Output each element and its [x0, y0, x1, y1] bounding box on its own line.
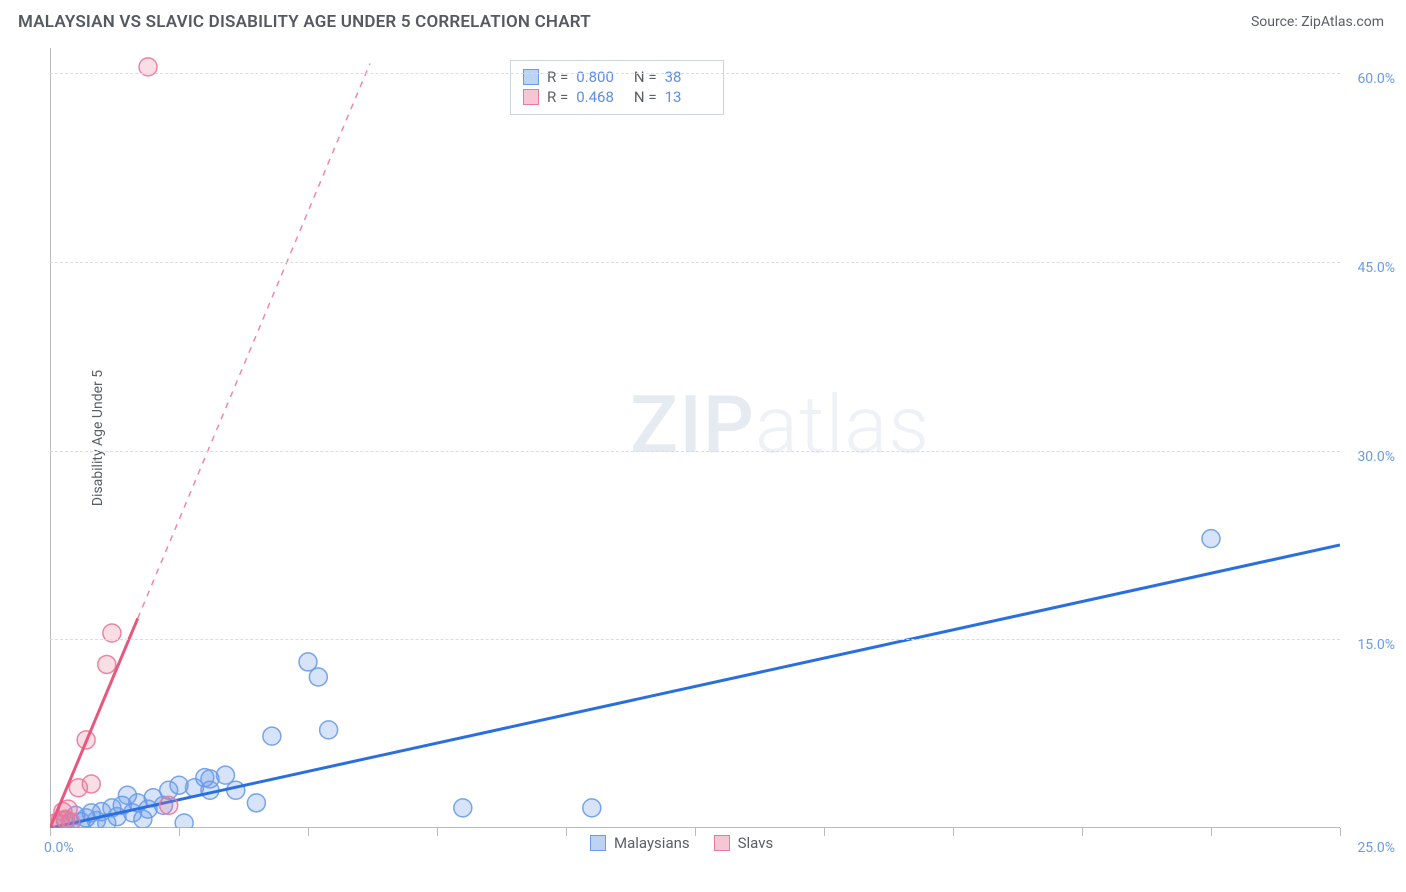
legend-label: Slavs [738, 834, 774, 852]
gridline [50, 639, 1340, 640]
x-tick [1082, 828, 1083, 836]
series-swatch [523, 69, 539, 85]
y-tick-label: 60.0% [1357, 71, 1395, 87]
legend-item: Slavs [714, 834, 774, 852]
chart-title: MALAYSIAN VS SLAVIC DISABILITY AGE UNDER… [18, 12, 591, 32]
data-point [263, 727, 281, 745]
stats-r-label: R = [547, 87, 568, 107]
legend-swatch [590, 835, 606, 851]
y-tick-label: 30.0% [1357, 449, 1395, 465]
stats-r-label: R = [547, 67, 568, 87]
gridline [50, 73, 1340, 74]
stats-n-label: N = [630, 67, 656, 87]
data-point [1202, 530, 1220, 548]
y-tick-label: 45.0% [1357, 260, 1395, 276]
gridline [50, 451, 1340, 452]
data-point [320, 721, 338, 739]
gridline [50, 262, 1340, 263]
x-tick [824, 828, 825, 836]
data-point [309, 668, 327, 686]
data-point [62, 813, 80, 828]
data-point [227, 781, 245, 799]
plot-svg [50, 48, 1340, 828]
source-attribution: Source: ZipAtlas.com [1251, 14, 1384, 30]
data-point [583, 799, 601, 817]
data-point [247, 794, 265, 812]
stats-r-value: 0.468 [576, 87, 622, 107]
stats-row: R = 0.468 N = 13 [523, 87, 711, 107]
data-point [454, 799, 472, 817]
y-tick-label: 15.0% [1357, 637, 1395, 653]
x-tick [308, 828, 309, 836]
data-point [160, 796, 178, 814]
series-swatch [523, 89, 539, 105]
stats-n-label: N = [630, 87, 656, 107]
trend-line [50, 545, 1340, 828]
correlation-stats-box: R = 0.800 N = 38 R = 0.468 N = 13 [510, 60, 724, 115]
data-point [175, 814, 193, 828]
scatter-chart: Disability Age Under 5 R =0.800 N =38R =… [50, 48, 1340, 828]
data-point [82, 775, 100, 793]
stats-r-value: 0.800 [576, 67, 622, 87]
series-legend: Malaysians Slavs [590, 834, 773, 852]
stats-row: R = 0.800 N = 38 [523, 67, 711, 87]
trend-line-dashed [138, 64, 370, 619]
x-tick [1211, 828, 1212, 836]
stats-n-value: 13 [665, 87, 711, 107]
x-tick [566, 828, 567, 836]
legend-swatch [714, 835, 730, 851]
x-tick [179, 828, 180, 836]
chart-header: MALAYSIAN VS SLAVIC DISABILITY AGE UNDER… [0, 0, 1406, 40]
x-tick [953, 828, 954, 836]
x-end-label: 25.0% [1357, 840, 1395, 856]
x-tick [1340, 828, 1341, 836]
legend-label: Malaysians [614, 834, 690, 852]
x-tick [50, 828, 51, 836]
data-point [98, 655, 116, 673]
legend-item: Malaysians [590, 834, 690, 852]
stats-n-value: 38 [665, 67, 711, 87]
x-tick [437, 828, 438, 836]
origin-label: 0.0% [44, 840, 74, 856]
